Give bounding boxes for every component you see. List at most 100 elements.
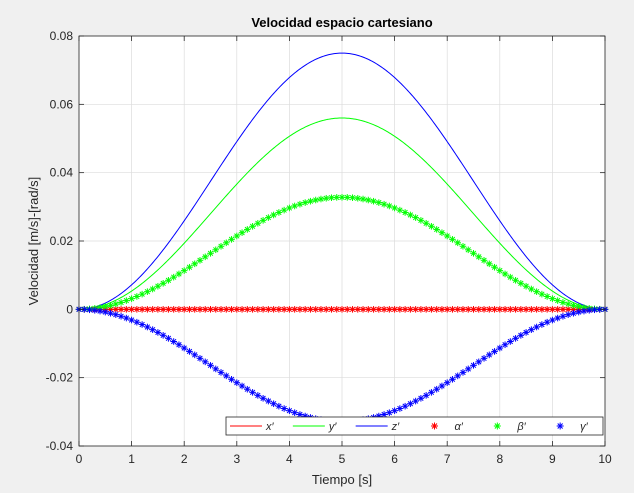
series-4-point <box>433 226 440 233</box>
series-4-point <box>528 285 535 293</box>
series-5-point <box>112 311 120 318</box>
series-5-point <box>159 332 167 339</box>
series-5-point <box>117 312 125 320</box>
series-3-point <box>559 306 567 313</box>
series-4-point <box>180 267 188 274</box>
series-4-point <box>370 197 377 205</box>
legend-label: z′ <box>391 421 401 433</box>
series-4-point <box>501 270 509 278</box>
series-4-point <box>559 299 567 306</box>
series-3-point <box>222 306 230 313</box>
series-4-point <box>280 206 288 214</box>
series-5-point <box>270 400 277 408</box>
series-5-point <box>123 314 130 322</box>
legend-label: y′ <box>328 421 338 433</box>
x-tick-label: 4 <box>286 452 293 466</box>
x-tick-label: 2 <box>181 452 188 466</box>
series-5-point <box>102 308 109 316</box>
series-5-point <box>470 362 477 369</box>
series-3-point <box>180 306 188 313</box>
series-5-point <box>454 372 462 380</box>
series-3-point <box>270 306 277 313</box>
series-4-point <box>543 293 551 300</box>
series-5-point <box>170 338 177 345</box>
series-5-point <box>154 329 162 336</box>
legend-label: α′ <box>455 421 464 433</box>
series-3-point <box>359 306 367 313</box>
x-tick-label: 6 <box>391 452 398 466</box>
series-5-point <box>138 321 146 328</box>
series-4-point <box>238 229 246 236</box>
series-4-point <box>533 288 540 295</box>
series-4-point <box>328 194 335 202</box>
series-4-point <box>259 217 267 224</box>
series-4-point <box>564 300 572 308</box>
series-4-point <box>254 219 262 227</box>
series-5-point <box>501 341 509 349</box>
series-5-point <box>585 307 593 314</box>
series-5-point <box>144 323 151 331</box>
series-5-point <box>533 323 540 331</box>
series-5-point <box>522 329 530 336</box>
legend-swatch <box>493 422 501 430</box>
series-4-point <box>570 302 577 309</box>
series-4-point <box>312 196 319 204</box>
series-4-point <box>438 229 446 236</box>
series-3-point <box>170 306 177 313</box>
series-4-point <box>275 209 283 216</box>
series-5-point <box>280 405 288 412</box>
x-tick-label: 9 <box>549 452 556 466</box>
series-4-point <box>307 197 314 205</box>
legend: x′ y′ z′ α′ β′ γ′ <box>225 416 604 436</box>
series-4-point <box>507 273 514 281</box>
series-5-point <box>133 318 141 326</box>
series-5-point <box>554 314 561 322</box>
series-5-point <box>191 351 199 359</box>
series-5-point <box>559 312 567 320</box>
series-5-point <box>265 397 272 405</box>
series-4-point <box>349 194 356 202</box>
series-1-line <box>78 117 606 310</box>
series-4-point <box>575 303 582 310</box>
series-4-point <box>228 236 235 243</box>
series-3-point <box>391 306 398 313</box>
series-5-point <box>459 369 467 376</box>
series-5-point <box>286 407 293 414</box>
series-4-point <box>322 194 330 202</box>
series-4-point <box>407 211 414 219</box>
series-5-point <box>217 369 225 376</box>
y-tick-label: 0.02 <box>50 234 74 248</box>
series-4-point <box>475 253 483 261</box>
series-4-point <box>459 242 467 250</box>
series-5-point <box>86 306 93 314</box>
series-3-point <box>501 306 509 313</box>
y-tick-label: 0.08 <box>50 29 74 43</box>
series-4-point <box>291 202 298 210</box>
series-3-point <box>238 306 246 313</box>
series-5-point <box>228 376 235 383</box>
series-5-point <box>480 355 488 362</box>
y-axis-label: Velocidad [m/s]-[rad/s] <box>26 177 41 306</box>
series-5-point <box>386 409 393 416</box>
series-5-point <box>175 341 183 349</box>
series-5-point <box>475 358 483 366</box>
series-5-point <box>575 308 582 316</box>
series-5-point <box>207 362 214 369</box>
series-5-point <box>128 316 135 324</box>
series-3-point <box>464 306 472 313</box>
series-5-point <box>517 332 525 339</box>
series-5-point <box>212 365 220 373</box>
series-3-point <box>207 306 214 313</box>
series-4-markers <box>75 193 609 313</box>
series-5-point <box>401 402 409 410</box>
x-tick-label: 7 <box>444 452 451 466</box>
series-4-point <box>286 204 293 212</box>
series-4-point <box>365 196 372 204</box>
series-4-point <box>496 267 504 274</box>
series-4-point <box>133 293 141 300</box>
series-4-point <box>449 236 456 243</box>
series-5-point <box>428 389 435 396</box>
series-4-point <box>117 299 125 306</box>
series-5-point <box>528 326 535 333</box>
series-4-point <box>154 282 162 290</box>
